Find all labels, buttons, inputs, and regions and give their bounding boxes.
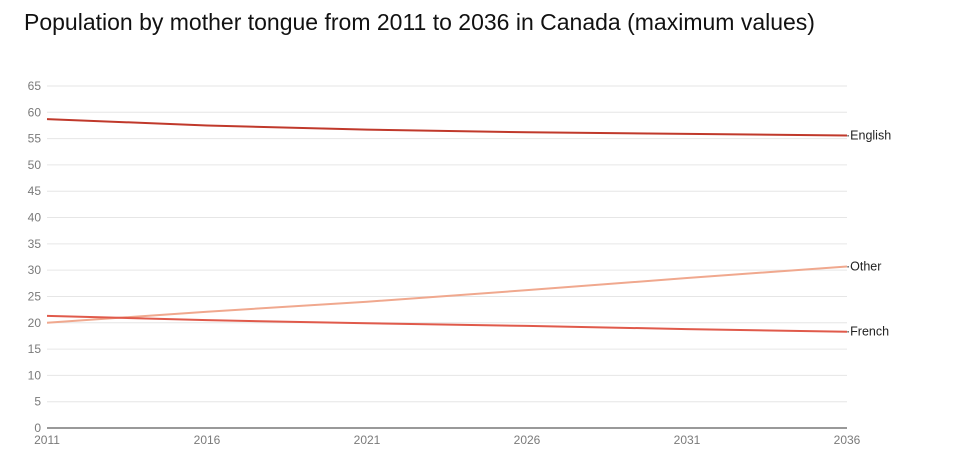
x-tick-label-2021: 2021 <box>354 433 381 447</box>
y-tick-label-40: 40 <box>28 211 42 225</box>
series-label-other: ·Other <box>846 259 881 273</box>
y-tick-label-15: 15 <box>28 342 42 356</box>
series-line-other <box>46 265 848 324</box>
x-tick-label-2011: 2011 <box>34 433 60 447</box>
y-axis-ticks: 0 5 10 15 20 25 30 35 40 45 50 55 60 65 <box>28 79 42 435</box>
y-tick-label-65: 65 <box>28 79 42 93</box>
y-tick-label-35: 35 <box>28 237 42 251</box>
series-line-french <box>46 314 848 333</box>
chart-title: Population by mother tongue from 2011 to… <box>24 9 815 35</box>
x-axis-ticks: 2011 2016 2021 2026 2031 2036 <box>34 433 861 447</box>
y-tick-label-45: 45 <box>28 184 42 198</box>
x-tick-label-2036: 2036 <box>834 433 861 447</box>
series-label-french: ·French <box>846 325 889 339</box>
y-tick-label-55: 55 <box>28 132 42 146</box>
y-tick-label-30: 30 <box>28 263 42 277</box>
y-tick-label-25: 25 <box>28 289 42 303</box>
series-line-english <box>46 118 848 137</box>
y-tick-label-10: 10 <box>28 368 42 382</box>
y-tick-label-20: 20 <box>28 316 42 330</box>
gridlines <box>47 85 847 403</box>
series-labels: ·English ·Other ·French <box>846 128 891 338</box>
x-tick-label-2026: 2026 <box>514 433 541 447</box>
series-lines <box>46 118 848 333</box>
x-tick-label-2031: 2031 <box>674 433 701 447</box>
y-tick-label-5: 5 <box>34 395 41 409</box>
y-tick-label-0: 0 <box>34 421 41 435</box>
series-label-english: ·English <box>846 128 891 142</box>
x-tick-label-2016: 2016 <box>194 433 221 447</box>
y-tick-label-60: 60 <box>28 105 42 119</box>
y-tick-label-50: 50 <box>28 158 42 172</box>
